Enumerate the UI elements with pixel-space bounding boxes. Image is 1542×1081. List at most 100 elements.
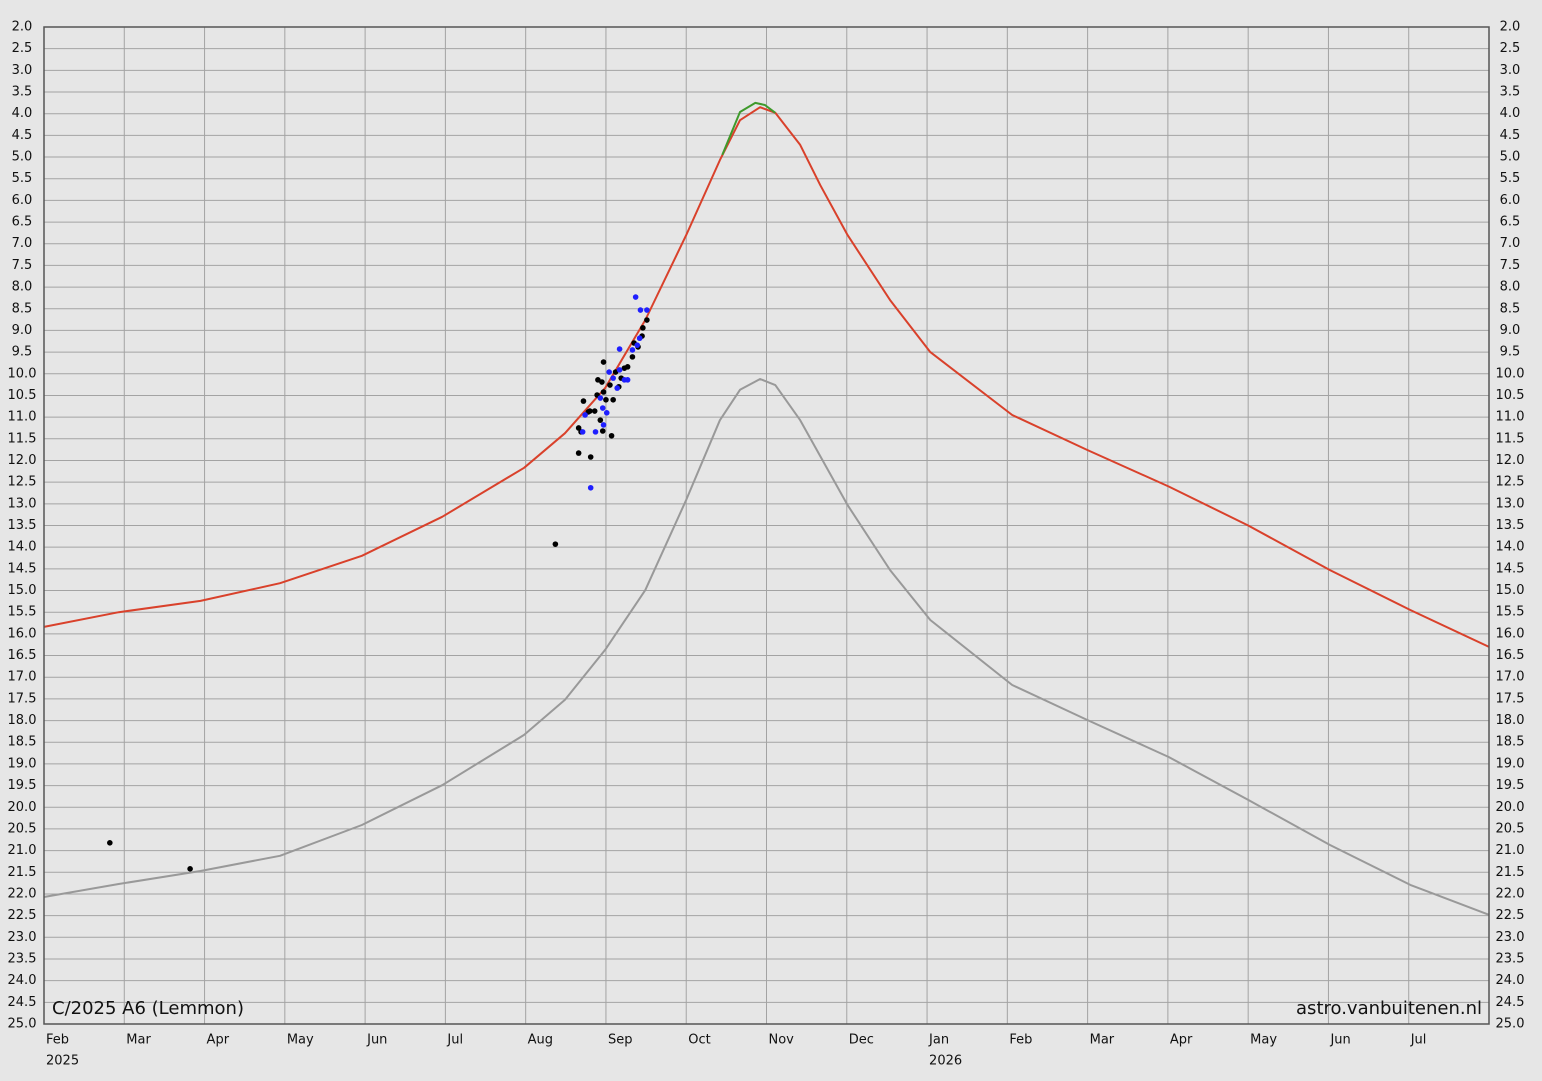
y2-tick-label: 22.0 (1496, 886, 1525, 901)
y2-tick-label: 18.5 (1496, 735, 1525, 750)
y2-tick-label: 20.0 (1496, 800, 1525, 815)
data-point (600, 422, 607, 428)
data-point (575, 450, 582, 456)
x-tick-label: Aug (528, 1033, 553, 1048)
y2-tick-label: 18.0 (1496, 713, 1525, 728)
data-point (600, 389, 607, 395)
y-tick-label: 20.5 (8, 821, 37, 836)
y2-tick-label: 14.5 (1496, 561, 1525, 576)
data-point (599, 405, 606, 411)
y-tick-label: 16.5 (8, 648, 37, 663)
y-tick-label: 17.0 (8, 670, 37, 685)
x-tick-label: Feb (46, 1033, 69, 1048)
y-tick-label: 4.5 (12, 128, 33, 143)
y2-tick-label: 25.0 (1496, 1017, 1525, 1032)
y-tick-label: 3.5 (12, 85, 33, 100)
data-point (608, 432, 615, 439)
x-tick-label: Mar (1090, 1033, 1115, 1048)
data-point (607, 382, 613, 388)
y2-tick-label: 19.5 (1496, 778, 1525, 793)
y2-tick-label: 11.5 (1496, 431, 1525, 446)
data-point (624, 364, 631, 370)
y-tick-label: 9.0 (12, 323, 33, 338)
y2-tick-label: 13.5 (1496, 518, 1525, 533)
data-point (629, 354, 636, 360)
x-tick-label: Jun (1329, 1033, 1350, 1048)
y-tick-label: 5.5 (12, 171, 33, 186)
data-point (610, 396, 616, 403)
y2-tick-label: 15.0 (1496, 583, 1525, 598)
y2-tick-label: 3.0 (1500, 63, 1521, 78)
data-point (599, 428, 606, 434)
y2-tick-label: 2.5 (1500, 41, 1521, 56)
data-point (637, 307, 644, 313)
y2-tick-label: 8.0 (1500, 280, 1521, 295)
y-tick-label: 15.5 (8, 605, 37, 620)
y-tick-label: 14.0 (8, 540, 37, 555)
data-point (629, 347, 636, 353)
y2-tick-label: 4.5 (1500, 128, 1521, 143)
data-point (636, 335, 643, 342)
data-point (644, 307, 650, 313)
y2-tick-label: 21.5 (1496, 865, 1525, 880)
data-point (599, 379, 605, 385)
x-tick-label: Mar (126, 1033, 151, 1048)
y2-tick-label: 15.5 (1496, 605, 1525, 620)
data-point (187, 866, 193, 872)
x-tick-label: Feb (1009, 1033, 1032, 1048)
y-tick-label: 14.5 (8, 561, 37, 576)
data-point (597, 395, 604, 401)
data-point (644, 317, 650, 323)
data-point (624, 377, 631, 383)
y-tick-label: 21.5 (8, 865, 37, 880)
y-tick-label: 12.0 (8, 453, 37, 468)
y-tick-label: 7.5 (12, 258, 33, 273)
y-tick-label: 6.0 (12, 193, 33, 208)
y2-tick-label: 23.5 (1496, 951, 1525, 966)
x-tick-label: Sep (608, 1033, 633, 1048)
data-point (610, 375, 616, 381)
y-tick-label: 13.0 (8, 496, 37, 511)
y2-tick-label: 16.0 (1496, 626, 1525, 641)
data-point (634, 342, 641, 348)
data-point (591, 408, 598, 414)
y2-tick-label: 6.5 (1500, 215, 1521, 230)
data-point (107, 840, 113, 846)
y2-tick-label: 10.0 (1496, 366, 1525, 381)
y-tick-label: 23.0 (8, 930, 37, 945)
x-tick-label: Jan (928, 1033, 949, 1048)
y-tick-label: 3.0 (12, 63, 33, 78)
y2-tick-label: 11.0 (1496, 410, 1525, 425)
y-tick-label: 11.0 (8, 410, 37, 425)
y2-tick-label: 9.5 (1500, 345, 1521, 360)
data-line (721, 101, 776, 156)
x-tick-label: May (1250, 1033, 1277, 1048)
y2-tick-label: 5.0 (1500, 150, 1521, 165)
y-tick-label: 21.0 (8, 843, 37, 858)
y-tick-label: 7.0 (12, 236, 33, 251)
y2-tick-label: 4.0 (1500, 106, 1521, 121)
y2-tick-label: 3.5 (1500, 85, 1521, 100)
x-tick-label: Dec (849, 1033, 874, 1048)
x-tick-label: May (287, 1033, 314, 1048)
y2-tick-label: 7.0 (1500, 236, 1521, 251)
y-tick-label: 19.0 (8, 756, 37, 771)
y2-tick-label: 13.0 (1496, 496, 1525, 511)
y2-tick-label: 24.0 (1496, 973, 1525, 988)
y-tick-label: 16.0 (8, 626, 37, 641)
y-tick-label: 10.0 (8, 366, 37, 381)
y-tick-label: 23.5 (8, 951, 37, 966)
data-point (580, 398, 587, 404)
data-point (616, 367, 623, 373)
y2-tick-label: 20.5 (1496, 821, 1525, 836)
x-tick-label: Jul (446, 1033, 463, 1048)
data-point (640, 325, 646, 331)
y2-tick-label: 21.0 (1496, 843, 1525, 858)
y-tick-label: 5.0 (12, 150, 33, 165)
data-point (587, 454, 594, 460)
y2-tick-label: 2.0 (1500, 20, 1521, 35)
data-point (592, 429, 599, 435)
y2-tick-label: 23.0 (1496, 930, 1525, 945)
data-point (614, 385, 620, 391)
